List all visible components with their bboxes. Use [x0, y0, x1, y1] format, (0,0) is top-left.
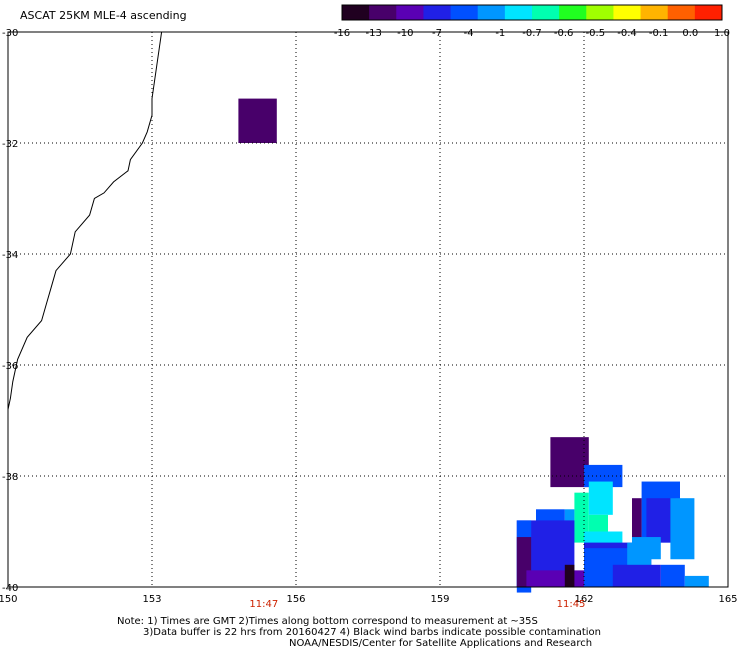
wind-cell: [660, 564, 685, 587]
wind-cell: [550, 437, 589, 488]
colorbar-frame: [341, 4, 723, 21]
colorbar-swatch: [504, 5, 533, 20]
time-label: 11:45: [556, 599, 586, 610]
colorbar-swatch: [694, 5, 723, 20]
colorbar-label: 0.0: [682, 28, 698, 39]
colorbar-label: -0.4: [617, 28, 637, 39]
colorbar-label: -0.6: [554, 28, 574, 39]
colorbar: -16 -13 -10 -7 -4 -1 -0.7 -0.6 -0.5 -0.4 -0.1 0.0 1.…: [334, 4, 730, 39]
data-cells: [238, 98, 709, 593]
lon-tick-label: 156: [286, 594, 305, 605]
colorbar-label: -0.5: [586, 28, 606, 39]
lat-tick-label: -40: [2, 583, 18, 594]
colorbar-swatch: [369, 5, 397, 20]
colorbar-swatch: [532, 5, 560, 20]
note-line-1: Note: 1) Times are GMT 2)Times along bot…: [117, 616, 538, 627]
colorbar-label: -1: [495, 28, 505, 39]
colorbar-swatch: [667, 5, 696, 20]
lon-tick-label: 162: [574, 594, 593, 605]
lon-tick-label: 150: [0, 594, 18, 605]
wind-cell: [588, 481, 613, 515]
wind-cell: [564, 564, 575, 587]
colorbar-label: -10: [397, 28, 413, 39]
wind-cell: [588, 514, 608, 532]
axis-labels: 150 153 156 159 162 165 -30 -32 -34 -36 -38 -40: [0, 28, 738, 605]
note-line-2: 3)Data buffer is 22 hrs from 20160427 4)…: [143, 627, 601, 638]
wind-cell: [238, 98, 277, 143]
colorbar-swatch: [423, 5, 452, 20]
colorbar-label: -0.1: [649, 28, 669, 39]
colorbar-swatch: [477, 5, 506, 20]
colorbar-label: -0.7: [522, 28, 542, 39]
colorbar-swatch: [559, 5, 587, 20]
coastline: [7, 31, 163, 410]
map-frame: [7, 31, 729, 588]
lat-tick-label: -34: [2, 250, 18, 261]
lon-tick-label: 159: [430, 594, 449, 605]
colorbar-swatch: [342, 5, 370, 20]
wind-cell: [526, 570, 584, 587]
colorbar-label: -4: [464, 28, 474, 39]
wind-cell: [684, 575, 709, 587]
colorbar-swatch: [640, 5, 669, 20]
grid-lines: [8, 32, 728, 587]
colorbar-swatch: [613, 5, 642, 20]
lon-tick-label: 153: [142, 594, 161, 605]
wind-cell: [670, 498, 695, 560]
colorbar-swatch: [396, 5, 424, 20]
wind-cell: [632, 498, 642, 543]
colorbar-label: -7: [432, 28, 442, 39]
colorbar-label: 1.0: [714, 28, 730, 39]
map-title: ASCAT 25KM MLE-4 ascending: [20, 9, 187, 22]
wind-cell: [574, 492, 589, 543]
wind-cell: [612, 564, 661, 587]
lon-tick-label: 165: [718, 594, 737, 605]
lat-tick-label: -32: [2, 139, 18, 150]
colorbar-swatch: [586, 5, 614, 20]
colorbar-label: -13: [365, 28, 381, 39]
lat-tick-label: -36: [2, 361, 18, 372]
wind-cell: [632, 537, 661, 560]
colorbar-label: -16: [334, 28, 350, 39]
colorbar-swatch: [450, 5, 479, 20]
lat-tick-label: -38: [2, 472, 18, 483]
lat-tick-label: -30: [2, 28, 18, 39]
time-label: 11:47: [249, 599, 279, 610]
note-line-3: NOAA/NESDIS/Center for Satellite Applica…: [289, 638, 593, 649]
